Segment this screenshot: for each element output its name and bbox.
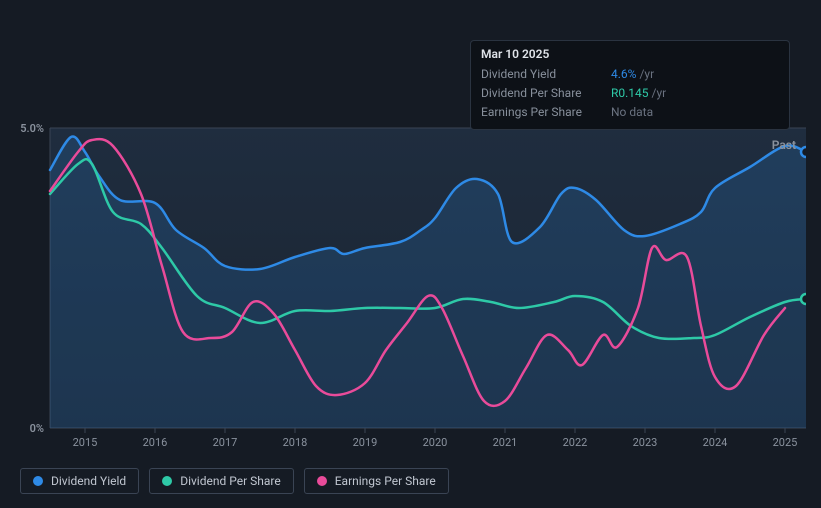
legend-label: Dividend Yield <box>51 474 126 488</box>
svg-text:2025: 2025 <box>773 436 798 448</box>
svg-text:2016: 2016 <box>143 436 168 448</box>
svg-text:2022: 2022 <box>563 436 588 448</box>
svg-text:2020: 2020 <box>423 436 448 448</box>
legend-dot-icon <box>162 476 172 486</box>
tooltip-row: Earnings Per ShareNo data <box>481 103 779 122</box>
svg-text:2023: 2023 <box>633 436 658 448</box>
legend-dot-icon <box>317 476 327 486</box>
tooltip-row-label: Dividend Yield <box>481 65 611 84</box>
tooltip-row-value: No data <box>611 103 653 122</box>
tooltip-row-label: Dividend Per Share <box>481 84 611 103</box>
svg-text:5.0%: 5.0% <box>20 122 44 135</box>
legend-item[interactable]: Dividend Per Share <box>149 468 294 494</box>
dividend-chart[interactable]: 5.0% 0% 2015 2016 2017 2018 2019 2020 2021 2022 20… <box>20 108 806 448</box>
legend-item[interactable]: Dividend Yield <box>20 468 139 494</box>
chart-legend: Dividend Yield Dividend Per Share Earnings… <box>20 468 449 494</box>
svg-text:2021: 2021 <box>493 436 518 448</box>
tooltip-date: Mar 10 2025 <box>481 47 779 61</box>
svg-text:2017: 2017 <box>213 436 238 448</box>
legend-item[interactable]: Earnings Per Share <box>304 468 449 494</box>
svg-text:2018: 2018 <box>283 436 308 448</box>
tooltip-row-value: 4.6% <box>611 65 636 84</box>
legend-label: Earnings Per Share <box>335 474 436 488</box>
svg-text:0%: 0% <box>30 422 44 435</box>
svg-text:2019: 2019 <box>353 436 378 448</box>
legend-dot-icon <box>33 476 43 486</box>
tooltip-row-unit: /yr <box>639 65 654 84</box>
svg-text:2024: 2024 <box>703 436 728 448</box>
tooltip-row-value: R0.145 <box>611 84 649 103</box>
chart-tooltip: Mar 10 2025 Dividend Yield4.6%/yrDividen… <box>470 40 790 130</box>
tooltip-row-unit: /yr <box>652 84 667 103</box>
past-label: Past <box>772 138 796 152</box>
svg-text:2015: 2015 <box>73 436 98 448</box>
chart-svg: 5.0% 0% 2015 2016 2017 2018 2019 2020 2021 2022 20… <box>20 108 806 448</box>
legend-label: Dividend Per Share <box>180 474 281 488</box>
tooltip-row: Dividend Yield4.6%/yr <box>481 65 779 84</box>
tooltip-row-label: Earnings Per Share <box>481 103 611 122</box>
tooltip-row: Dividend Per ShareR0.145/yr <box>481 84 779 103</box>
